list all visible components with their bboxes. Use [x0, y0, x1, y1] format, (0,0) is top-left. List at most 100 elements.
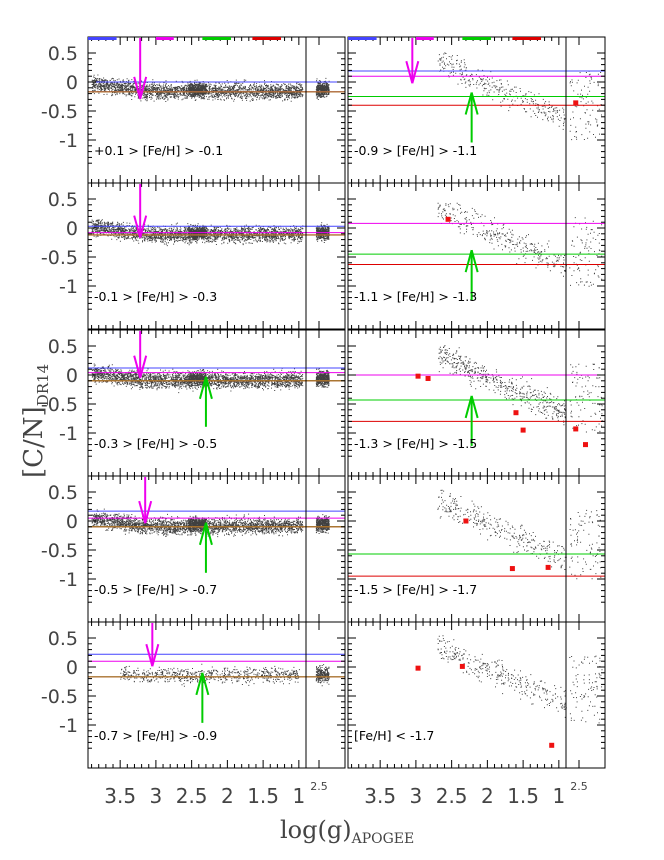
y-tick-label: 0 — [66, 365, 78, 387]
panel-4-dots — [91, 363, 330, 394]
inset-frame-0-2 — [305, 329, 346, 477]
panel-5-square-2 — [513, 410, 519, 416]
panel-frame-0-1 — [87, 182, 307, 330]
reference-lines — [88, 70, 605, 678]
panel-5-green-arrow — [464, 395, 479, 446]
panel-frames — [87, 36, 606, 769]
panel-9-square-2 — [549, 742, 555, 748]
y-tick-label: 0 — [66, 511, 78, 533]
panel-1-square-0 — [573, 100, 579, 106]
y-tick-label: -1 — [59, 569, 78, 591]
panel-6-magenta-arrow — [138, 477, 153, 524]
inset-x-tick-label: 2.5 — [310, 780, 328, 793]
panel-9-square-0 — [415, 665, 421, 671]
panel-3-square-0 — [445, 216, 451, 222]
panel-7-square-0 — [463, 518, 469, 524]
y-tick-label: -1 — [59, 715, 78, 737]
top-bar-red — [252, 37, 281, 40]
panel-label-8: -0.7 > [Fe/H] > -0.9 — [94, 728, 217, 743]
y-axis-label: [C/N]DR14 — [19, 364, 52, 478]
panel-2-magenta-arrow — [133, 184, 148, 238]
y-tick-label: 0 — [66, 218, 78, 240]
y-tick-label: 0.5 — [48, 336, 78, 358]
y-tick-label: -0.5 — [41, 394, 78, 416]
y-tick-label: 0.5 — [48, 482, 78, 504]
panel-3-dots — [437, 202, 603, 287]
x-tick-label: 3.5 — [364, 784, 396, 808]
panel-8-points — [120, 663, 330, 687]
panel-label-6: -0.5 > [Fe/H] > -0.7 — [94, 582, 217, 597]
panel-5-square-0 — [415, 373, 421, 379]
inset-frame-1-4 — [565, 621, 606, 769]
panel-label-0: +0.1 > [Fe/H] > -0.1 — [94, 143, 223, 158]
panel-5-square-3 — [520, 427, 526, 433]
x-tick-label: 3.5 — [104, 784, 136, 808]
inset-x-tick-label: 2.5 — [570, 780, 588, 793]
panel-1-green-arrow — [464, 92, 479, 143]
panel-1-magenta-arrow — [405, 38, 420, 84]
panel-frame-1-1 — [347, 182, 567, 330]
panel-4-magenta-arrow — [133, 331, 148, 378]
inset-frame-1-2 — [565, 329, 606, 477]
y-tick-label: 0.5 — [48, 43, 78, 65]
panel-8-dots — [120, 663, 330, 687]
panel-frame-0-2 — [87, 329, 307, 477]
panel-label-4: -0.3 > [Fe/H] > -0.5 — [94, 436, 217, 451]
panel-9-square-1 — [459, 663, 465, 669]
panel-1-dots — [437, 52, 603, 141]
top-bar-green — [202, 37, 231, 40]
inset-frame-0-3 — [305, 475, 346, 623]
axis-ticks — [88, 37, 605, 768]
inset-frame-1-0 — [565, 36, 606, 184]
panel-5-square-1 — [425, 375, 431, 381]
y-tick-label: -1 — [59, 423, 78, 445]
inset-frame-0-0 — [305, 36, 346, 184]
panel-7-square-2 — [545, 564, 551, 570]
panel-9-points — [437, 635, 603, 724]
panel-9-dots — [437, 635, 603, 724]
panel-6-points — [91, 508, 330, 538]
x-tick-label: 1.5 — [247, 784, 279, 808]
x-tick-label: 1 — [552, 784, 565, 808]
panel-label-1: -0.9 > [Fe/H] > -1.1 — [354, 143, 477, 158]
panel-6-dots — [91, 508, 330, 538]
inset-frame-0-1 — [305, 182, 346, 330]
panel-5-square-4 — [573, 426, 579, 432]
x-tick-label: 3 — [410, 784, 423, 808]
markers — [88, 37, 588, 748]
y-tick-label: -0.5 — [41, 540, 78, 562]
panel-1-points — [437, 52, 603, 141]
panel-4-points — [91, 363, 330, 394]
panel-frame-0-3 — [87, 475, 307, 623]
panel-label-5: -1.3 > [Fe/H] > -1.5 — [354, 436, 477, 451]
panel-frame-0-0 — [87, 36, 307, 184]
y-tick-label: 0 — [66, 657, 78, 679]
inset-frame-0-4 — [305, 621, 346, 769]
y-tick-label: -1 — [59, 130, 78, 152]
panel-5-dots — [438, 345, 603, 433]
panel-label-7: -1.5 > [Fe/H] > -1.7 — [354, 582, 477, 597]
top-bar-magenta — [415, 37, 434, 40]
panel-6-green-arrow — [198, 522, 213, 573]
panel-8-green-arrow — [195, 672, 210, 723]
x-tick-label: 1 — [292, 784, 305, 808]
panel-7-square-1 — [509, 566, 515, 572]
panel-4-green-arrow — [198, 376, 213, 427]
inset-frame-1-1 — [565, 182, 606, 330]
panel-8-magenta-arrow — [145, 623, 160, 667]
y-tick-label: 0.5 — [48, 628, 78, 650]
panel-label-3: -1.1 > [Fe/H] > -1.3 — [354, 289, 477, 304]
x-tick-label: 2.5 — [436, 784, 468, 808]
labels: +0.1 > [Fe/H] > -0.1 -0.9 > [Fe/H] > -1.1… — [19, 43, 588, 847]
panel-3-green-arrow — [464, 249, 479, 301]
panel-5-square-5 — [583, 442, 588, 448]
x-tick-label: 2 — [221, 784, 234, 808]
top-bar-blue — [348, 37, 377, 40]
panel-0-dots — [91, 74, 330, 102]
x-axis-label: log(g)APOGEE — [280, 816, 414, 847]
inset-frame-1-3 — [565, 475, 606, 623]
top-bar-red — [512, 37, 541, 40]
y-tick-label: -0.5 — [41, 101, 78, 123]
top-bar-magenta — [155, 37, 174, 40]
panel-7-dots — [437, 489, 602, 580]
